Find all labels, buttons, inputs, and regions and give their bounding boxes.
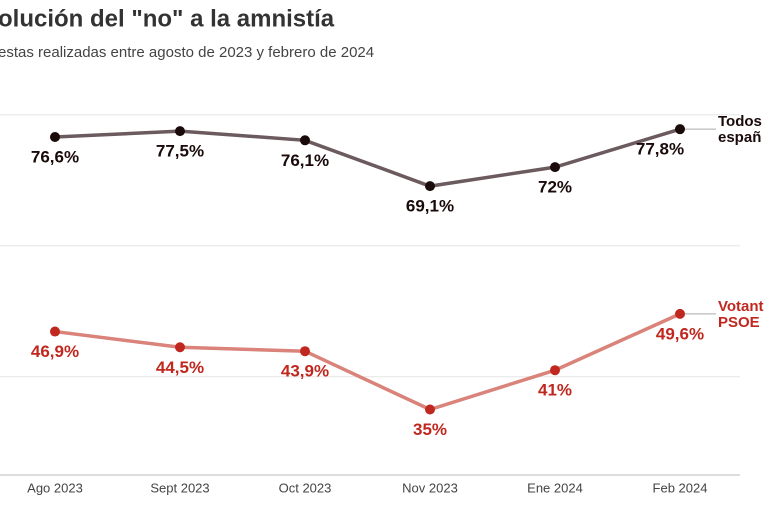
x-tick-label: Sept 2023 [150, 480, 209, 495]
value-label: 72% [538, 178, 572, 197]
x-tick-label: Ago 2023 [27, 480, 83, 495]
value-label: 41% [538, 381, 572, 400]
point [300, 346, 310, 357]
legend-label: Votant PSOE [718, 298, 764, 331]
value-label: 76,1% [281, 151, 329, 170]
point [550, 365, 560, 376]
point [300, 135, 310, 146]
point [50, 132, 60, 143]
x-tick-label: Ene 2024 [527, 480, 583, 495]
point [550, 162, 560, 173]
value-label: 44,5% [156, 358, 204, 377]
value-label: 49,6% [656, 324, 704, 343]
value-label: 46,9% [31, 342, 79, 361]
chart-subtitle: estas realizadas entre agosto de 2023 y … [0, 44, 374, 61]
point [425, 181, 435, 192]
point [50, 326, 60, 337]
point [675, 308, 685, 319]
value-label: 77,5% [156, 142, 204, 161]
legend-label: Todos españ [718, 113, 762, 146]
value-label: 77,8% [636, 140, 684, 159]
point [175, 342, 185, 353]
x-tick-label: Nov 2023 [402, 480, 458, 495]
value-label: 69,1% [406, 197, 454, 216]
value-label: 76,6% [31, 148, 79, 167]
point [175, 126, 185, 137]
point [425, 404, 435, 415]
x-tick-label: Oct 2023 [279, 480, 332, 495]
series-line [54, 312, 681, 412]
chart-title: olución del "no" a la amnistía [0, 5, 335, 32]
point [675, 124, 685, 135]
value-label: 35% [413, 420, 447, 439]
series-line [54, 127, 681, 188]
x-tick-label: Feb 2024 [653, 480, 708, 495]
value-label: 43,9% [281, 362, 329, 381]
